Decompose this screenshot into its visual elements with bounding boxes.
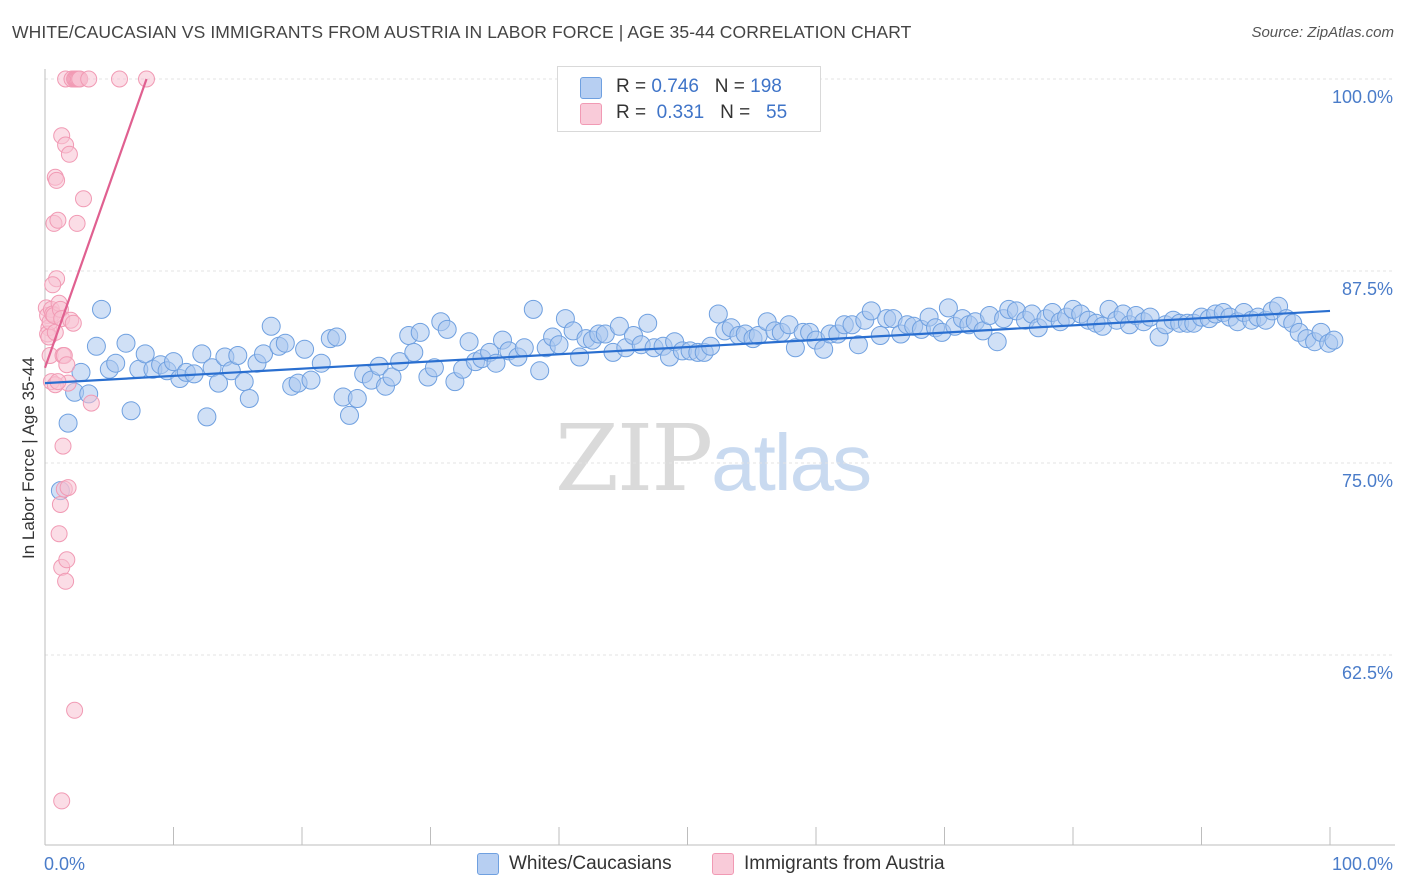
data-point	[164, 352, 183, 372]
data-point	[530, 361, 550, 381]
data-point	[1324, 330, 1344, 350]
legend-r-value: 0.331	[656, 102, 705, 123]
data-point	[410, 322, 430, 342]
bottom-legend-label-whites: Whites/Caucasians	[509, 853, 672, 874]
data-point	[570, 347, 590, 367]
x-tick-labels: 0.0% 100.0%	[44, 854, 1393, 874]
data-point	[938, 298, 958, 318]
data-point	[234, 372, 254, 392]
data-point	[44, 276, 62, 294]
data-point	[75, 190, 92, 208]
legend-text-austria: R = 0.331 N = 55	[616, 102, 787, 124]
data-point	[58, 413, 78, 433]
data-point	[58, 551, 76, 569]
y-tick-label: 62.5%	[1342, 663, 1393, 683]
data-point	[261, 316, 281, 336]
data-point	[60, 145, 78, 163]
bottom-legend-label-austria: Immigrants from Austria	[744, 853, 945, 874]
trend-lines	[43, 78, 1331, 385]
data-point	[523, 299, 543, 319]
legend-n-label: N =	[720, 102, 751, 123]
legend-swatch-austria	[580, 103, 602, 125]
legend-r-value: 0.746	[651, 76, 699, 97]
stats-legend: R = 0.746 N = 198 R = 0.331 N = 55	[557, 66, 821, 132]
data-point	[327, 327, 347, 347]
data-point	[48, 171, 66, 189]
data-point	[50, 525, 68, 543]
legend-r-label: R =	[616, 76, 647, 97]
data-point	[708, 304, 728, 324]
y-tick-label: 75.0%	[1342, 471, 1393, 491]
data-point	[987, 332, 1007, 352]
data-point	[459, 332, 479, 352]
data-point	[68, 214, 86, 232]
data-point	[135, 344, 155, 364]
data-point	[80, 70, 98, 88]
data-point	[106, 353, 126, 373]
bottom-legend-swatch-austria	[712, 853, 734, 875]
data-point	[49, 211, 67, 229]
data-point	[404, 342, 424, 362]
data-point	[228, 346, 248, 365]
data-point	[86, 336, 106, 356]
data-point	[347, 389, 367, 408]
gridlines	[45, 78, 1395, 656]
data-point	[369, 356, 389, 376]
legend-text-whites: R = 0.746 N = 198	[616, 76, 782, 98]
y-tick-labels: 100.0% 87.5% 75.0% 62.5%	[1332, 87, 1393, 683]
data-point	[111, 70, 128, 88]
legend-r-label: R =	[616, 102, 647, 123]
data-point	[437, 319, 457, 339]
data-point	[295, 339, 315, 359]
data-point	[424, 358, 444, 378]
data-point	[638, 313, 658, 333]
data-point	[54, 437, 72, 455]
series-austria-points	[37, 70, 155, 810]
data-point	[785, 338, 805, 358]
axes	[44, 69, 1395, 846]
data-point	[121, 401, 141, 421]
data-point	[66, 701, 84, 719]
data-point	[311, 353, 331, 373]
data-point	[301, 370, 321, 390]
y-tick-label: 100.0%	[1332, 87, 1393, 107]
trend-line-whites	[44, 309, 1331, 385]
data-point	[82, 394, 100, 412]
bottom-legend-swatch-whites	[477, 853, 499, 875]
data-point	[64, 314, 82, 332]
watermark-zip: ZIP	[555, 405, 713, 512]
data-point	[92, 299, 111, 319]
series-whites-points	[50, 296, 1344, 501]
data-point	[59, 479, 77, 497]
y-axis-label: In Labor Force | Age 35-44	[19, 357, 38, 559]
x-tick-label: 0.0%	[44, 854, 85, 874]
legend-swatch-whites	[580, 77, 602, 99]
legend-n-label: N =	[714, 76, 745, 97]
data-point	[382, 367, 402, 387]
data-point	[116, 333, 136, 353]
data-point	[848, 335, 868, 355]
legend-n-value: 55	[766, 102, 788, 123]
y-tick-label: 87.5%	[1342, 279, 1393, 299]
data-point	[51, 496, 69, 513]
data-point	[58, 356, 76, 374]
data-point	[254, 344, 273, 364]
data-point	[340, 405, 359, 425]
data-point	[275, 333, 295, 353]
data-point	[53, 792, 71, 810]
data-point	[609, 316, 629, 336]
data-point	[192, 344, 212, 364]
legend-n-value: 198	[750, 76, 782, 97]
trend-line-austria	[43, 78, 148, 369]
data-point	[57, 572, 75, 590]
data-point	[197, 407, 217, 427]
data-point	[514, 338, 534, 358]
chart-title: WHITE/CAUCASIAN VS IMMIGRANTS FROM AUSTR…	[12, 22, 912, 42]
data-point	[549, 335, 569, 355]
x-tick-label: 100.0%	[1332, 854, 1393, 874]
data-point	[861, 301, 881, 321]
source-label: Source: ZipAtlas.com	[1251, 24, 1394, 41]
data-point	[239, 389, 259, 408]
